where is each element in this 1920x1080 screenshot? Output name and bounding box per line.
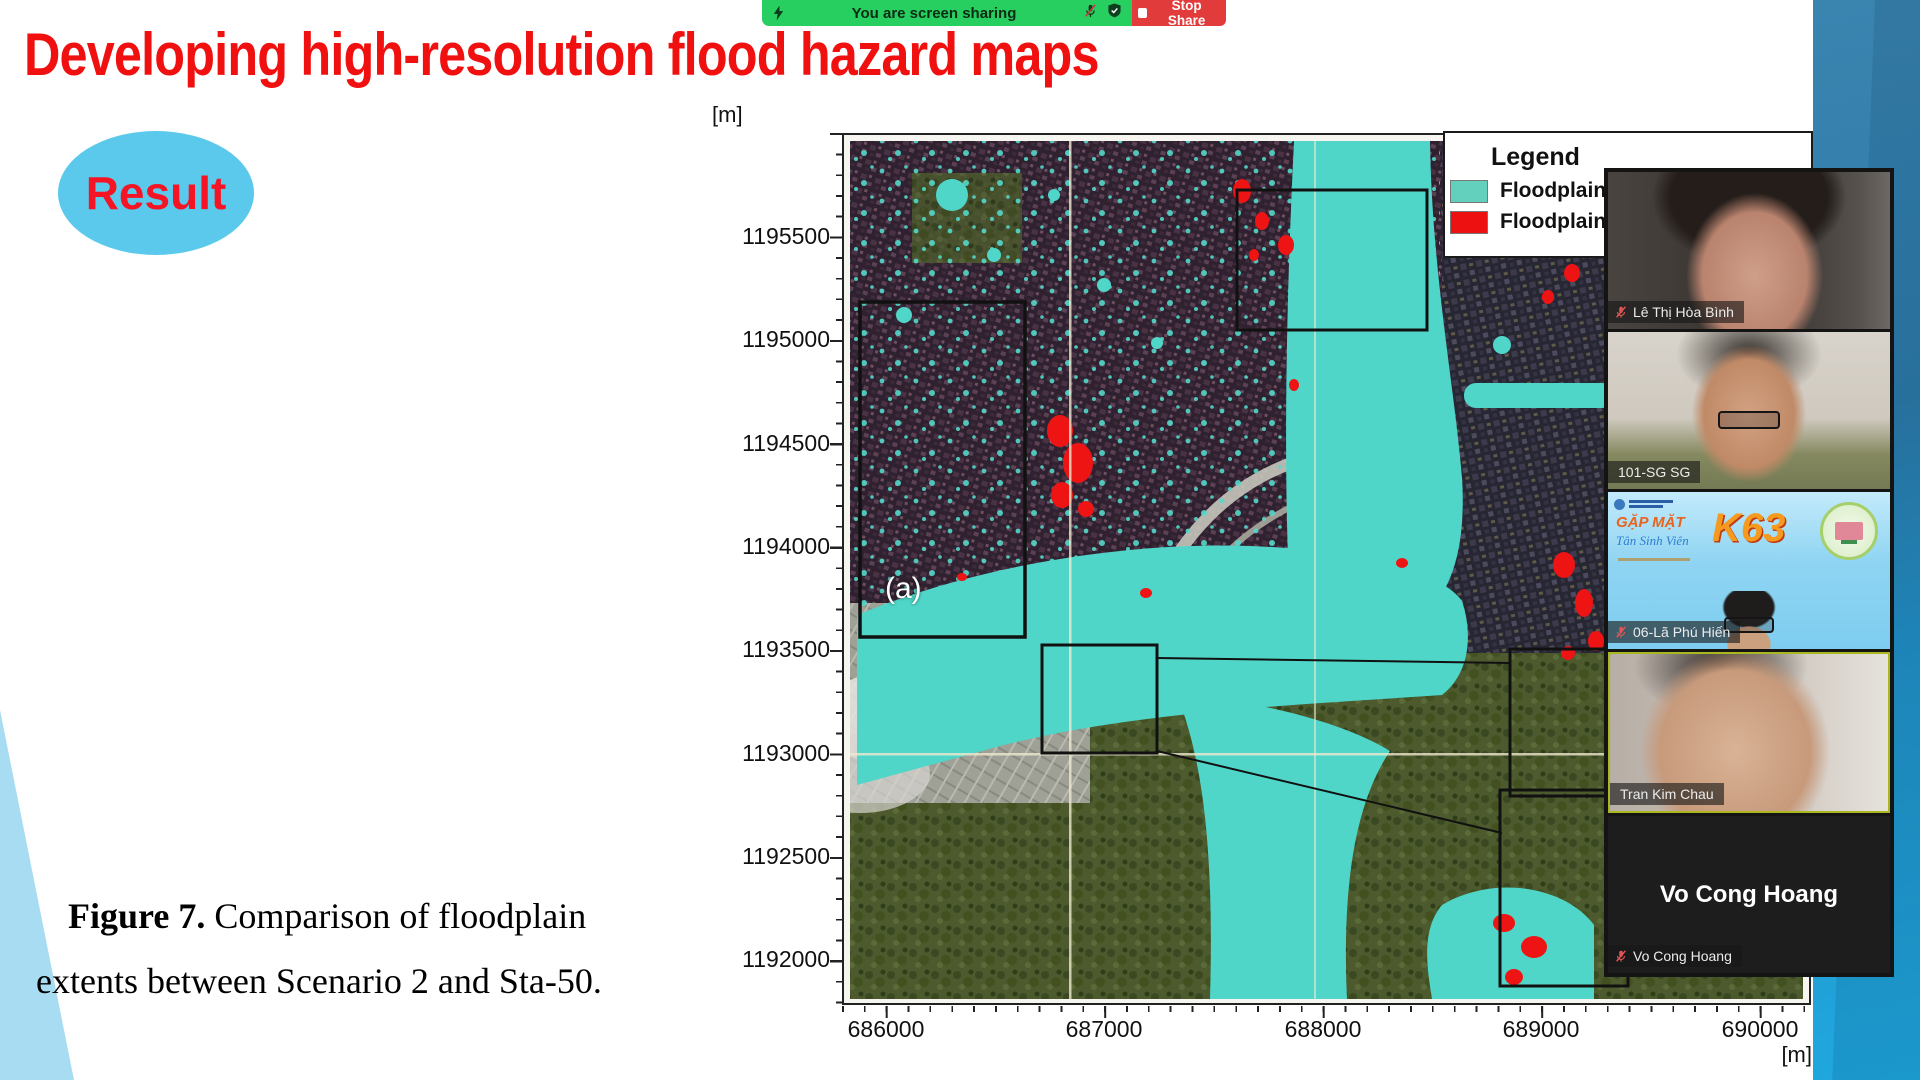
legend-swatch-floodplain-teal (1450, 179, 1488, 203)
y-tick-label: 1192500 (742, 843, 830, 869)
x-tick-label: 686000 (847, 1016, 925, 1042)
mic-muted-icon (1614, 305, 1628, 319)
y-axis-unit: [m] (712, 102, 743, 127)
screen-sharing-message: You are screen sharing (851, 4, 1017, 22)
map-inset-label: (a) (885, 572, 922, 605)
figure-caption-line1: Figure 7. Comparison of floodplain (68, 896, 587, 936)
result-badge-label: Result (85, 167, 227, 219)
figure-caption-number: Figure 7. (68, 896, 206, 936)
participant-name: Lê Thị Hòa Bình (1633, 304, 1734, 320)
mic-muted-icon (1614, 949, 1628, 963)
video-tile-participant-3[interactable]: GẶP MẶT Tân Sinh Viên K63 06-Lã Phú Hiến (1608, 492, 1890, 649)
slide-title: Developing high-resolution flood hazard … (24, 21, 1100, 88)
stop-share-button[interactable]: Stop Share (1132, 0, 1226, 28)
k63-date-line (1618, 558, 1690, 561)
participant-name-badge: Tran Kim Chau (1610, 783, 1724, 805)
stop-share-label: Stop Share (1167, 0, 1206, 28)
k63-banner-line1: GẶP MẶT (1616, 514, 1685, 531)
screen-sharing-bar: You are screen sharing (762, 0, 1132, 26)
legend-item-label: Floodplain ex (1500, 179, 1636, 202)
participant-name-badge: 101-SG SG (1608, 461, 1701, 483)
participant-name: 101-SG SG (1618, 464, 1691, 480)
y-axis-major-ticks (830, 133, 842, 1006)
video-tile-participant-1[interactable]: Lê Thị Hòa Bình (1608, 172, 1890, 329)
y-tick-label: 1192000 (742, 946, 830, 972)
video-tile-participant-2[interactable]: 101-SG SG (1608, 332, 1890, 489)
annotation-arrow-icon[interactable] (772, 5, 785, 21)
figure-caption-line2: extents between Scenario 2 and Sta-50. (36, 961, 602, 1001)
video-tile-participant-5-no-video[interactable]: Vo Cong Hoang Vo Cong Hoang (1608, 816, 1890, 973)
x-tick-label: 687000 (1065, 1016, 1143, 1042)
x-axis-major-ticks (842, 1006, 1812, 1018)
x-tick-label: 688000 (1284, 1016, 1362, 1042)
y-tick-label: 1195000 (742, 326, 830, 352)
slide-left-decoration (0, 710, 74, 1080)
x-tick-label: 689000 (1502, 1016, 1580, 1042)
mic-muted-icon[interactable] (1083, 3, 1098, 23)
x-axis-unit: [m] (1781, 1042, 1812, 1067)
university-emblem (1820, 502, 1878, 560)
legend-swatch-floodplain-red (1450, 210, 1488, 234)
y-tick-label: 1194500 (742, 430, 830, 456)
mic-muted-icon (1614, 625, 1628, 639)
participant-name: Tran Kim Chau (1620, 786, 1714, 802)
k63-badge: K63 (1712, 506, 1786, 550)
participant-name-badge: Lê Thị Hòa Bình (1608, 301, 1744, 323)
legend-item: Floodplain ex (1450, 179, 1811, 203)
participant-name: Vo Cong Hoang (1633, 948, 1732, 964)
y-tick-label: 1193000 (742, 740, 830, 766)
legend-title: Legend (1491, 143, 1580, 171)
university-logo (1614, 498, 1673, 510)
participant-name-badge: 06-Lã Phú Hiến (1608, 621, 1741, 643)
participant-name: 06-Lã Phú Hiến (1633, 624, 1731, 640)
participant-display-name: Vo Cong Hoang (1659, 880, 1839, 908)
participant-name-badge: Vo Cong Hoang (1608, 945, 1742, 967)
stop-icon (1138, 8, 1148, 18)
glasses (1718, 411, 1780, 429)
legend-item-label: Floodplain ex (1500, 210, 1636, 233)
k63-banner-line2: Tân Sinh Viên (1616, 533, 1689, 548)
legend-item: Floodplain ex (1450, 210, 1811, 234)
zoom-video-panel: Lê Thị Hòa Bình 101-SG SG GẶP MẶT Tân Si… (1604, 168, 1894, 977)
y-tick-label: 1193500 (742, 636, 830, 662)
shield-check-icon[interactable] (1107, 3, 1122, 23)
result-badge: Result (58, 131, 254, 255)
x-tick-label: 690000 (1721, 1016, 1799, 1042)
y-tick-label: 1194000 (742, 533, 830, 559)
video-tile-participant-4-active-speaker[interactable]: Tran Kim Chau (1608, 652, 1890, 813)
y-tick-label: 1195500 (742, 223, 830, 249)
